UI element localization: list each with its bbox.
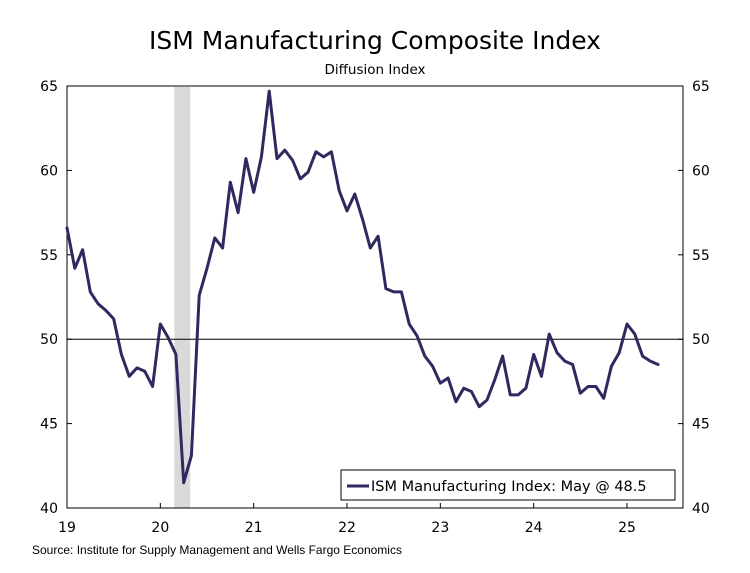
x-tick-label-20: 20 <box>151 520 169 536</box>
legend-box <box>340 469 676 501</box>
y-tick-label-right-65: 65 <box>692 79 710 95</box>
y-tick-label-left-45: 45 <box>40 417 58 433</box>
legend-label: ISM Manufacturing Index: May @ 48.5 <box>371 479 647 495</box>
plot-border <box>66 85 684 509</box>
y-tick-label-right-45: 45 <box>692 417 710 433</box>
x-tick-label-25: 25 <box>618 520 636 536</box>
x-tick-label-23: 23 <box>431 520 449 536</box>
y-tick-label-right-60: 60 <box>692 163 710 179</box>
legend: ISM Manufacturing Index: May @ 48.5 <box>340 469 676 501</box>
series-line-0 <box>65 89 660 485</box>
x-tick-label-21: 21 <box>245 520 263 536</box>
x-axis: 19 20 21 22 23 24 25 <box>58 503 636 536</box>
chart-subtitle: Diffusion Index <box>324 62 426 78</box>
y-tick-label-left-40: 40 <box>40 501 58 517</box>
x-tick-label-22: 22 <box>338 520 356 536</box>
y-tick-label-right-50: 50 <box>692 332 710 348</box>
y-tick-label-right-40: 40 <box>692 501 710 517</box>
x-tick-label-24: 24 <box>525 520 543 536</box>
y-tick-label-left-55: 55 <box>40 248 58 264</box>
y-axis-right: 40 45 50 55 60 65 <box>678 79 710 517</box>
x-tick-label-19: 19 <box>58 520 76 536</box>
y-tick-label-left-60: 60 <box>40 163 58 179</box>
source-note: Source: Institute for Supply Management … <box>32 543 402 557</box>
y-tick-label-left-65: 65 <box>40 79 58 95</box>
series-group <box>65 89 660 485</box>
y-tick-label-left-50: 50 <box>40 332 58 348</box>
y-axis-left: 40 45 50 55 60 65 <box>40 79 72 517</box>
chart-title: ISM Manufacturing Composite Index <box>149 26 601 55</box>
y-tick-label-right-55: 55 <box>692 248 710 264</box>
